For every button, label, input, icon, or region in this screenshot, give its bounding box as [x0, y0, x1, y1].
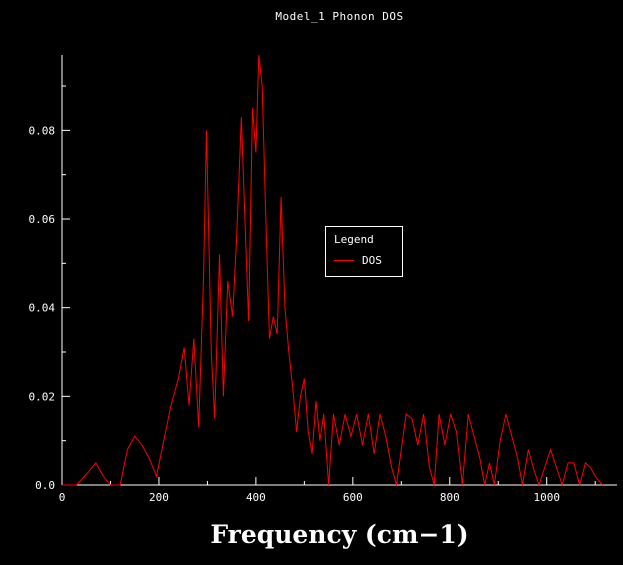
legend-title: Legend: [334, 233, 374, 246]
chart-title: Model_1 Phonon DOS: [275, 10, 404, 23]
legend-entry-dos: DOS: [334, 254, 392, 267]
dos-curve: [62, 54, 603, 487]
x-tick-label: 800: [440, 491, 460, 504]
dos-line-swatch: [334, 260, 354, 261]
legend-entry-label: DOS: [362, 254, 382, 267]
x-tick-label: 0: [59, 491, 66, 504]
x-axis-label: Frequency (cm−1): [210, 520, 469, 549]
x-tick-label: 600: [343, 491, 363, 504]
y-tick-label: 0.0: [35, 479, 55, 492]
x-tick-label: 200: [149, 491, 169, 504]
y-tick-label: 0.04: [29, 302, 56, 315]
legend-box: Legend DOS: [325, 226, 403, 277]
y-tick-label: 0.08: [29, 124, 56, 137]
y-tick-label: 0.02: [29, 390, 56, 403]
y-tick-label: 0.06: [29, 213, 56, 226]
x-tick-label: 400: [246, 491, 266, 504]
x-tick-label: 1000: [533, 491, 560, 504]
